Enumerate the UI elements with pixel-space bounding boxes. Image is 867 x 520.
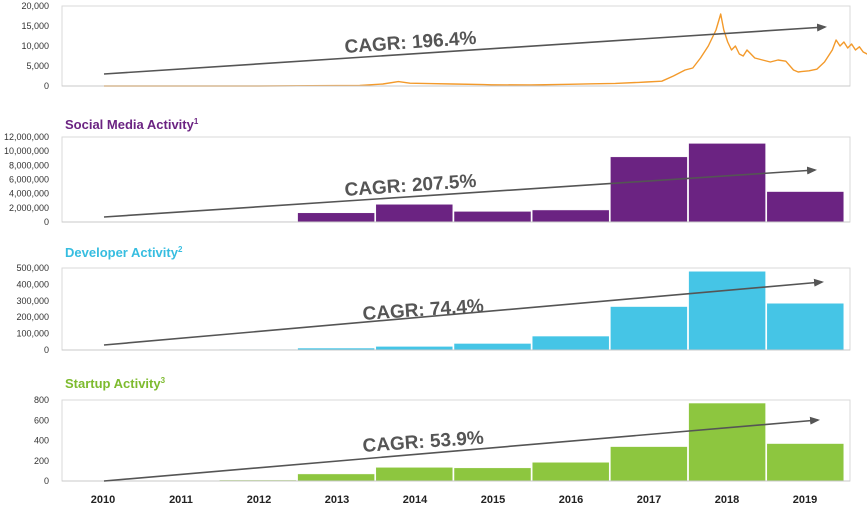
- bar-2019: [766, 191, 845, 223]
- y-tick-label: 0: [44, 217, 49, 227]
- bar-2018: [688, 271, 766, 351]
- bar-2016: [531, 335, 610, 351]
- panel-title: Social Media Activity1: [65, 117, 199, 132]
- chart-panel-4: Startup Activity3 800 600 400 200 0 CAGR: 53.9…: [34, 376, 851, 486]
- price-line: [104, 13, 867, 87]
- y-tick-label: 8,000,000: [9, 160, 49, 170]
- y-tick-label: 200: [34, 456, 49, 466]
- chart-panel-3: Developer Activity2 500,000 400,000 300,000…: [16, 245, 851, 355]
- trend-arrow: [103, 166, 817, 218]
- y-tick-label: 6,000,000: [9, 175, 49, 185]
- bar-2015: [453, 211, 532, 223]
- bar-2019: [766, 303, 845, 351]
- y-tick-label: 500,000: [16, 263, 49, 273]
- y-tick-label: 400,000: [16, 279, 49, 289]
- bar-2017: [610, 156, 688, 223]
- y-tick-label: 2,000,000: [9, 203, 49, 213]
- x-tick-label: 2012: [247, 494, 271, 506]
- bar-2016: [531, 209, 610, 223]
- x-tick-label: 2017: [637, 494, 661, 506]
- panel-title: Developer Activity2: [65, 245, 183, 260]
- x-tick-label: 2019: [793, 494, 817, 506]
- bar-2018: [688, 143, 766, 223]
- chart-panel-2: Social Media Activity1 12,000,000 10,000,0…: [4, 117, 851, 227]
- footnote-text: [62, 512, 852, 518]
- y-tick-label: 5,000: [26, 61, 49, 71]
- bar-2014: [375, 467, 454, 482]
- panel-title: Startup Activity3: [65, 376, 166, 391]
- bar-2018: [688, 402, 766, 482]
- bar-2014: [375, 346, 454, 351]
- y-tick-label: 300,000: [16, 296, 49, 306]
- y-tick-label: 400: [34, 436, 49, 446]
- bar-2015: [453, 343, 532, 351]
- x-tick-label: 2014: [403, 494, 428, 506]
- x-tick-label: 2013: [325, 494, 349, 506]
- x-tick-label: 2018: [715, 494, 739, 506]
- x-tick-label: 2016: [559, 494, 583, 506]
- x-tick-label: 2010: [91, 494, 115, 506]
- trend-arrow: [103, 23, 827, 75]
- y-tick-label: 100,000: [16, 329, 49, 339]
- y-tick-label: 12,000,000: [4, 132, 49, 142]
- cagr-annotation: CAGR: 74.4%: [362, 296, 485, 325]
- y-tick-label: 0: [44, 345, 49, 355]
- y-tick-label: 0: [44, 476, 49, 486]
- x-tick-label: 2015: [481, 494, 505, 506]
- y-tick-label: 0: [44, 81, 49, 91]
- y-tick-label: 20,000: [21, 1, 49, 11]
- bar-2013: [297, 473, 375, 482]
- bar-2015: [453, 467, 532, 482]
- y-tick-label: 800: [34, 395, 49, 405]
- y-tick-label: 600: [34, 415, 49, 425]
- bar-2016: [531, 462, 610, 482]
- y-tick-label: 15,000: [21, 21, 49, 31]
- bar-2014: [375, 204, 454, 223]
- x-tick-label: 2011: [169, 494, 193, 506]
- y-tick-label: 4,000,000: [9, 189, 49, 199]
- bar-2017: [610, 306, 688, 351]
- bar-2019: [766, 443, 845, 482]
- bar-2017: [610, 446, 688, 482]
- trend-arrow: [103, 278, 824, 346]
- trend-arrow: [103, 416, 820, 482]
- y-tick-label: 10,000,000: [4, 146, 49, 156]
- y-tick-label: 200,000: [16, 312, 49, 322]
- bar-2013: [297, 212, 375, 223]
- cagr-annotation: CAGR: 53.9%: [362, 428, 485, 457]
- y-tick-label: 10,000: [21, 41, 49, 51]
